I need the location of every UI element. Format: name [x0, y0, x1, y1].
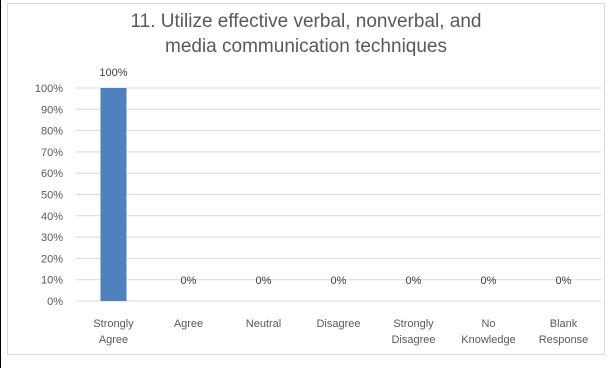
category-label: Strongly: [393, 318, 434, 330]
y-tick-label: 0%: [47, 296, 63, 308]
y-tick-label: 100%: [35, 83, 63, 95]
y-tick-label: 70%: [41, 147, 63, 159]
chart-title: 11. Utilize effective verbal, nonverbal,…: [1, 9, 610, 59]
y-tick-label: 20%: [41, 253, 63, 265]
category-label: Neutral: [246, 318, 281, 330]
category-label: Disagree: [391, 334, 435, 346]
category-label: Agree: [99, 334, 128, 346]
data-label: 0%: [556, 275, 572, 287]
y-tick-label: 50%: [41, 190, 63, 202]
data-label: 0%: [481, 275, 497, 287]
chart-title-line-1: 11. Utilize effective verbal, nonverbal,…: [130, 11, 482, 32]
data-label: 100%: [99, 67, 127, 79]
category-label: Blank: [550, 318, 578, 330]
category-label: Response: [539, 334, 589, 346]
chart-title-line-2: media communication techniques: [165, 36, 447, 57]
data-label: 0%: [256, 275, 272, 287]
data-label: 0%: [181, 275, 197, 287]
category-label: Agree: [174, 318, 203, 330]
y-tick-label: 60%: [41, 168, 63, 180]
y-tick-label: 80%: [41, 126, 63, 138]
bar: [100, 88, 127, 301]
data-label: 0%: [331, 275, 347, 287]
y-tick-label: 30%: [41, 232, 63, 244]
category-label: Disagree: [316, 318, 360, 330]
category-label: Knowledge: [461, 334, 515, 346]
category-label: Strongly: [93, 318, 134, 330]
y-tick-label: 40%: [41, 211, 63, 223]
y-tick-label: 90%: [41, 104, 63, 116]
data-label: 0%: [406, 275, 422, 287]
y-tick-label: 10%: [41, 275, 63, 287]
category-label: No: [481, 318, 495, 330]
